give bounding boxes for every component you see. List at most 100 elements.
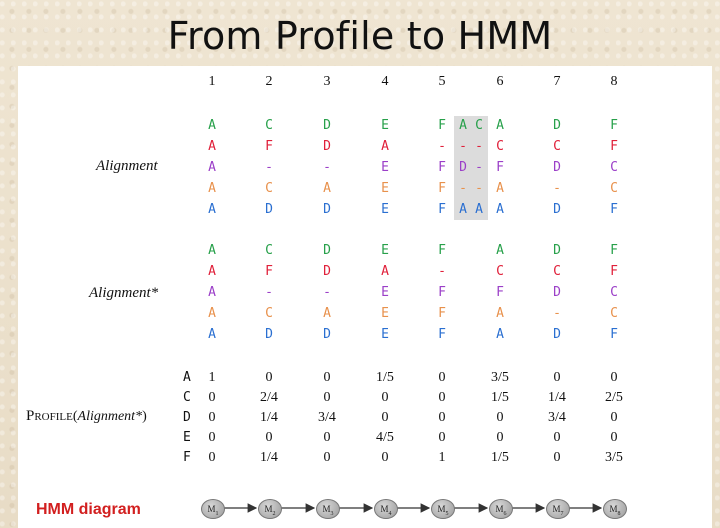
profile-cell: 0 <box>610 430 618 445</box>
profile-cell: 0 <box>208 430 216 445</box>
hmm-state-letter: M <box>609 504 618 514</box>
hmm-match-state: M5 <box>431 499 455 519</box>
profile-cell: 0 <box>610 370 618 385</box>
alignment-star-cell: E <box>381 243 389 258</box>
alignment-star-cell: D <box>265 327 273 342</box>
alignment-star-cell: F <box>610 243 618 258</box>
hmm-match-state: M4 <box>374 499 398 519</box>
alignment-cell: - <box>438 139 446 154</box>
profile-cell: 0 <box>496 430 504 445</box>
alignment-star-cell: A <box>496 243 504 258</box>
profile-cell: 0 <box>553 430 561 445</box>
alignment-cell: A <box>475 202 483 217</box>
alignment-star-cell: A <box>208 243 216 258</box>
alignment-cell: - <box>553 181 561 196</box>
alignment-star-cell: F <box>610 327 618 342</box>
alignment-cell: C <box>265 181 273 196</box>
profile-cell: 0 <box>381 450 389 465</box>
alignment-cell: A <box>459 118 467 133</box>
profile-cell: 0 <box>208 390 216 405</box>
alignment-cell: - <box>265 160 273 175</box>
alignment-cell: - <box>459 139 467 154</box>
insert-highlight <box>454 116 488 220</box>
profile-cell: 0 <box>438 370 446 385</box>
alignment-cell: E <box>381 160 389 175</box>
hmm-state-letter: M <box>552 504 561 514</box>
profile-cell: 0 <box>381 390 389 405</box>
column-number: 1 <box>208 74 216 89</box>
alignment-cell: F <box>438 160 446 175</box>
profile-cell: 1 <box>438 450 446 465</box>
alignment-star-cell: A <box>496 306 504 321</box>
alignment-cell: C <box>610 181 618 196</box>
slide-title: From Profile to HMM <box>167 14 553 58</box>
alignment-cell: F <box>265 139 273 154</box>
hmm-arrows <box>224 503 603 513</box>
profile-row-label: E <box>183 430 191 445</box>
profile-cell: 3/5 <box>605 450 623 465</box>
alignment-star-cell: F <box>265 264 273 279</box>
alignment-star-label: Alignment* <box>89 285 159 301</box>
profile-cell: 0 <box>265 430 273 445</box>
hmm-match-state: M7 <box>546 499 570 519</box>
hmm-match-state: M1 <box>201 499 225 519</box>
hmm-state-index: 4 <box>388 510 392 517</box>
alignment-cell: A <box>208 118 216 133</box>
profile-cell: 2/5 <box>605 390 623 405</box>
alignment-star-cell: C <box>553 264 561 279</box>
hmm-state-letter: M <box>264 504 273 514</box>
alignment-star-cell: C <box>265 243 273 258</box>
profile-cell: 0 <box>610 410 618 425</box>
column-number: 2 <box>265 74 273 89</box>
alignment-star-cell: A <box>208 285 216 300</box>
alignment-star-cell: F <box>438 285 446 300</box>
alignment-cell: F <box>438 202 446 217</box>
alignment-cell: A <box>496 181 504 196</box>
alignment-cell: D <box>553 202 561 217</box>
hmm-match-state: M6 <box>489 499 513 519</box>
alignment-cell: - <box>459 181 467 196</box>
profile-cell: 0 <box>265 370 273 385</box>
alignment-cell: A <box>496 202 504 217</box>
profile-cell: 0 <box>496 410 504 425</box>
column-number: 5 <box>438 74 446 89</box>
profile-cell: 3/4 <box>318 410 336 425</box>
profile-cell: 0 <box>208 410 216 425</box>
profile-cell: 0 <box>438 390 446 405</box>
alignment-cell: A <box>496 118 504 133</box>
alignment-cell: D <box>323 139 331 154</box>
alignment-star-cell: D <box>553 285 561 300</box>
alignment-star-cell: F <box>610 264 618 279</box>
alignment-star-cell: A <box>381 264 389 279</box>
alignment-cell: F <box>438 181 446 196</box>
alignment-cell: C <box>496 139 504 154</box>
hmm-state-index: 6 <box>503 510 507 517</box>
hmm-state-letter: M <box>322 504 331 514</box>
alignment-star-cell: C <box>265 306 273 321</box>
profile-cell: 3/4 <box>548 410 566 425</box>
alignment-star-cell: F <box>438 243 446 258</box>
alignment-star-cell: - <box>323 285 331 300</box>
profile-open-paren: ( <box>72 409 78 424</box>
hmm-state-index: 3 <box>330 510 334 517</box>
alignment-star-cell: A <box>496 327 504 342</box>
alignment-star-cell: D <box>553 243 561 258</box>
alignment-star-cell: F <box>438 306 446 321</box>
alignment-star-cell: A <box>208 327 216 342</box>
profile-cell: 0 <box>323 370 331 385</box>
profile-argument: Alignment* <box>77 409 143 424</box>
alignment-cell: F <box>610 118 618 133</box>
hmm-state-index: 5 <box>445 510 449 517</box>
alignment-cell: D <box>459 160 467 175</box>
profile-cell: 1/5 <box>376 370 394 385</box>
alignment-star-cell: A <box>323 306 331 321</box>
alignment-cell: E <box>381 118 389 133</box>
alignment-cell: E <box>381 181 389 196</box>
alignment-star-cell: - <box>553 306 561 321</box>
alignment-star-cell: A <box>208 264 216 279</box>
profile-cell: 0 <box>323 450 331 465</box>
hmm-state-letter: M <box>437 504 446 514</box>
profile-cell: 4/5 <box>376 430 394 445</box>
profile-cell: 0 <box>208 450 216 465</box>
alignment-cell: F <box>438 118 446 133</box>
